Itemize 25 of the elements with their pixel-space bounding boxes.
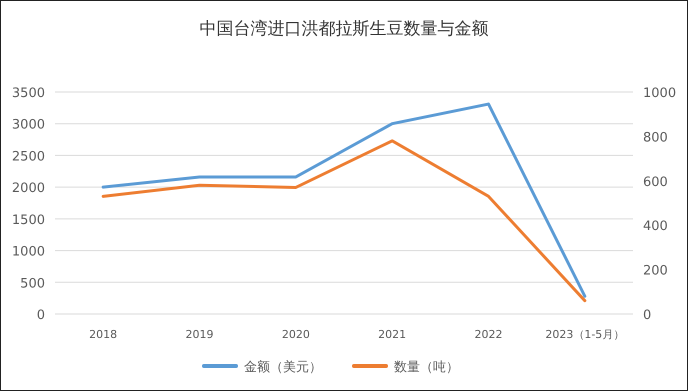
y-tick-label: 2500: [12, 149, 45, 164]
y2-tick-label: 0: [643, 308, 652, 323]
y2-tick-label: 600: [643, 174, 668, 190]
y-tick-label: 2000: [12, 181, 45, 196]
y-tick-label: 500: [20, 276, 45, 292]
x-tick-label: 2022: [474, 328, 502, 341]
y2-tick-label: 800: [643, 130, 668, 146]
x-tick-label: 2020: [282, 328, 310, 341]
line-series: [102, 102, 586, 298]
chart-title: 中国台湾进口洪都拉斯生豆数量与金额: [200, 19, 488, 39]
x-tick-label: 2018: [89, 328, 118, 341]
line-series: [102, 139, 586, 302]
legend-label: 金额（美元）: [244, 359, 322, 375]
x-tick-label: 2021: [378, 328, 406, 341]
y-tick-label: 1000: [12, 244, 45, 260]
y-tick-label: 1500: [12, 212, 45, 228]
legend-label: 数量（吨）: [394, 360, 459, 375]
y-tick-label: 3500: [12, 86, 45, 101]
y-tick-label: 3000: [12, 118, 45, 133]
y2-tick-label: 400: [643, 219, 668, 234]
x-tick-label: 2023（1-5月）: [545, 328, 624, 341]
y-tick-label: 0: [36, 308, 45, 323]
y2-tick-label: 200: [643, 264, 668, 279]
x-tick-label: 2019: [186, 328, 214, 341]
y2-tick-label: 1000: [643, 86, 676, 101]
